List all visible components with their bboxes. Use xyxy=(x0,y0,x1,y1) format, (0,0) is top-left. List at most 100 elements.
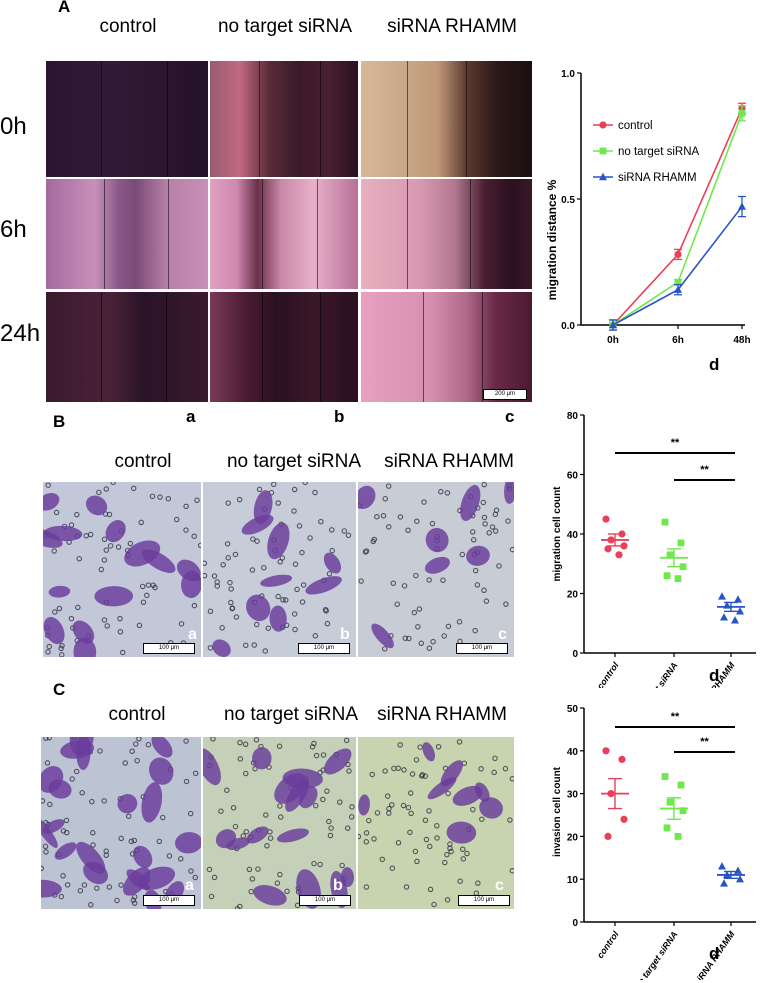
pore xyxy=(307,535,313,541)
pore xyxy=(253,737,260,743)
pore xyxy=(386,524,392,530)
pore xyxy=(401,583,408,589)
pore xyxy=(329,527,335,533)
stained-cell xyxy=(43,527,63,548)
pore xyxy=(88,902,94,908)
pore xyxy=(229,605,235,612)
pore xyxy=(318,518,324,525)
stained-cell xyxy=(73,637,97,657)
panel-b-sub-c: c xyxy=(498,626,507,643)
micrograph-texture xyxy=(203,737,355,909)
pore xyxy=(442,859,448,866)
pore xyxy=(413,572,419,579)
panel-a-sub-a: a xyxy=(186,407,196,426)
stained-cell xyxy=(41,766,64,793)
x-tick-label: 6h xyxy=(672,335,684,346)
stained-cell xyxy=(424,556,450,574)
pore xyxy=(299,549,305,556)
scale-bar-b-a: 100 μm xyxy=(143,643,195,654)
pore xyxy=(479,816,485,822)
pore xyxy=(400,802,407,809)
y-tick-label: 40 xyxy=(567,747,579,758)
pore xyxy=(74,511,80,518)
pore xyxy=(329,547,335,554)
pore xyxy=(369,771,375,778)
y-tick-label: 60 xyxy=(567,471,579,482)
pore xyxy=(401,767,407,773)
data-point xyxy=(674,285,682,293)
data-point xyxy=(604,832,612,840)
pore xyxy=(214,583,221,589)
migration-cell-count-chart: migration cell count 0 20 40 60 80 control no … xyxy=(552,411,756,688)
pore xyxy=(480,499,487,506)
stained-cell xyxy=(203,748,221,786)
transwell-image-migration-rhamm: c 100 μm xyxy=(358,482,514,657)
pore xyxy=(379,856,386,863)
stained-cell xyxy=(246,594,271,622)
pore xyxy=(249,876,256,882)
pore xyxy=(382,495,389,502)
stained-cell xyxy=(427,776,457,800)
pore xyxy=(203,572,208,579)
y-tick-label: 10 xyxy=(567,875,579,886)
panel-a-sub-d: d xyxy=(709,355,720,374)
pore xyxy=(210,737,216,742)
pore xyxy=(225,500,231,506)
pore xyxy=(444,897,451,903)
pore xyxy=(403,884,410,890)
micrograph-texture xyxy=(43,482,201,657)
pore xyxy=(412,848,419,855)
pore xyxy=(363,839,370,845)
micrograph-texture xyxy=(41,737,201,909)
y-tick-label: 80 xyxy=(567,411,579,422)
pore xyxy=(389,865,396,871)
pore xyxy=(128,838,135,845)
pore xyxy=(104,623,110,629)
data-point xyxy=(677,781,685,789)
pore xyxy=(275,593,281,600)
data-point xyxy=(674,250,682,259)
data-point xyxy=(734,866,742,874)
pore xyxy=(96,489,102,496)
stained-cell xyxy=(460,484,481,521)
wound-image-6h-no-target xyxy=(210,179,358,289)
pore xyxy=(397,742,403,748)
pore xyxy=(129,748,135,754)
legend-label: control xyxy=(618,120,653,132)
scale-bar-b-c: 100 μm xyxy=(456,643,508,654)
pore xyxy=(457,878,463,884)
pore xyxy=(63,817,70,824)
scale-bar-c-a: 100 μm xyxy=(143,895,195,906)
scale-bar-c-b: 100 μm xyxy=(299,895,351,906)
pore xyxy=(320,752,327,758)
y-tick-label: 0 xyxy=(572,918,578,929)
pore xyxy=(117,615,123,622)
pore xyxy=(395,840,402,846)
pore xyxy=(173,516,180,523)
data-point xyxy=(720,879,728,887)
pore xyxy=(68,615,75,622)
stained-cell xyxy=(446,821,477,844)
pore xyxy=(464,850,470,857)
panel-b-col-rhamm: siRNA RHAMM xyxy=(384,451,514,472)
pore xyxy=(294,586,300,593)
pore xyxy=(438,488,444,495)
pore xyxy=(130,485,137,492)
pore xyxy=(345,532,352,539)
data-point xyxy=(666,551,674,559)
pore xyxy=(344,825,351,831)
pore xyxy=(107,543,114,549)
stained-cell xyxy=(41,817,58,848)
pore xyxy=(363,884,370,890)
pore xyxy=(395,765,401,772)
pore xyxy=(326,818,332,825)
pore xyxy=(101,798,107,804)
y-tick-label: 0 xyxy=(572,649,578,660)
chart-b-ylabel: migration cell count xyxy=(552,486,563,582)
pore xyxy=(279,555,286,561)
pore xyxy=(131,900,138,906)
stained-cell xyxy=(474,782,490,802)
pore xyxy=(97,748,103,754)
pore xyxy=(103,547,110,553)
y-tick-label: 20 xyxy=(567,590,579,601)
